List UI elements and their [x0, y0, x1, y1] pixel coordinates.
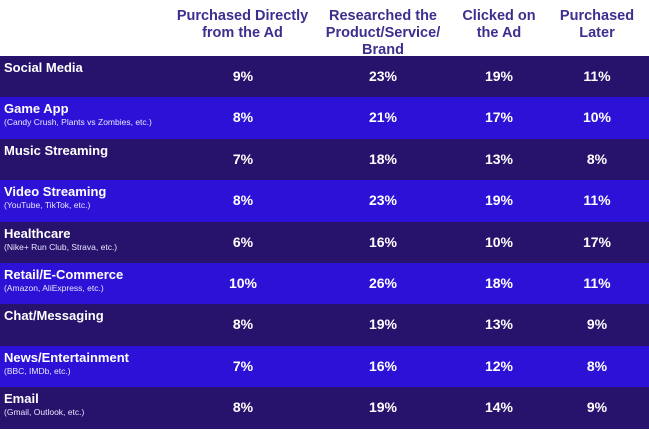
- cell-value: 16%: [368, 233, 398, 250]
- row-label-sub: (BBC, IMDb, etc.): [4, 365, 71, 376]
- table-row: News/Entertainment (BBC, IMDb, etc.) 7% 16%…: [0, 345, 649, 388]
- row-label-sub: (Amazon, AliExpress, etc.): [4, 283, 104, 293]
- row-label-main: Email: [4, 391, 39, 407]
- cell-value: 8%: [232, 399, 254, 416]
- column-header: Researched the Product/Service/ Brand: [325, 8, 441, 58]
- table-row: Game App (Candy Crush, Plants vs Zombies,…: [0, 97, 649, 139]
- cell-value: 19%: [368, 316, 398, 333]
- row-label-sub: (YouTube, TikTok, etc.): [4, 200, 91, 211]
- cell-value: 8%: [232, 192, 254, 209]
- table-row: Chat/Messaging 8% 19% 13% 9%: [0, 304, 649, 346]
- row-label-main: Chat/Messaging: [4, 308, 104, 324]
- row-label: Email (Gmail, Outlook, etc.): [4, 391, 84, 418]
- cell-value: 19%: [368, 399, 398, 416]
- table-row: Video Streaming (YouTube, TikTok, etc.) 8%…: [0, 180, 649, 222]
- cell-value: 8%: [232, 109, 254, 126]
- column-header: Purchased Later: [559, 8, 635, 41]
- cell-value: 11%: [583, 275, 611, 291]
- row-label: Healthcare (Nike+ Run Club, Strava, etc.): [4, 226, 117, 253]
- row-label-main: Music Streaming: [4, 142, 109, 158]
- cell-value: 13%: [484, 316, 514, 333]
- cell-value: 7%: [232, 357, 254, 374]
- cell-value: 23%: [368, 192, 398, 209]
- cell-value: 8%: [232, 316, 254, 333]
- cell-value: 7%: [232, 150, 254, 167]
- cell-value: 14%: [484, 399, 514, 416]
- column-header: Purchased Directly from the Ad: [176, 8, 309, 41]
- cell-value: 17%: [484, 109, 514, 126]
- cell-value: 18%: [368, 150, 398, 167]
- row-label-sub: (Nike+ Run Club, Strava, etc.): [4, 241, 118, 252]
- row-label: Video Streaming (YouTube, TikTok, etc.): [4, 184, 106, 211]
- row-label-main: Retail/E-Commerce: [4, 267, 124, 282]
- table-row: Healthcare (Nike+ Run Club, Strava, etc.)…: [0, 221, 649, 263]
- cell-value: 13%: [484, 150, 514, 167]
- table-row: Social Media 9% 23% 19% 11%: [0, 56, 649, 98]
- row-label-sub: (Gmail, Outlook, etc.): [4, 407, 85, 418]
- table-row: Retail/E-Commerce (Amazon, AliExpress, et…: [0, 263, 649, 305]
- cell-value: 10%: [582, 109, 612, 126]
- row-label-main: Game App: [4, 101, 69, 117]
- row-label: Social Media: [4, 60, 83, 76]
- cell-value: 16%: [368, 357, 398, 374]
- cell-value: 12%: [484, 357, 514, 374]
- cell-value: 21%: [368, 109, 398, 126]
- cell-value: 8%: [586, 150, 608, 167]
- row-label: Chat/Messaging: [4, 308, 104, 324]
- row-label-main: Healthcare: [4, 225, 71, 241]
- cell-value: 10%: [228, 275, 258, 291]
- cell-value: 17%: [582, 233, 612, 250]
- row-label: News/Entertainment (BBC, IMDb, etc.): [4, 350, 129, 377]
- cell-value: 23%: [368, 68, 398, 84]
- row-label: Music Streaming: [4, 143, 108, 159]
- row-label-main: News/Entertainment: [4, 349, 129, 365]
- row-label: Game App (Candy Crush, Plants vs Zombies,…: [4, 101, 152, 128]
- cell-value: 9%: [586, 316, 608, 333]
- table-row: Email (Gmail, Outlook, etc.) 8% 19% 14% 9%: [0, 387, 649, 429]
- cell-value: 19%: [484, 68, 514, 84]
- cell-value: 8%: [586, 357, 608, 374]
- cell-value: 9%: [586, 399, 608, 416]
- cell-value: 6%: [232, 233, 254, 250]
- row-label-sub: (Candy Crush, Plants vs Zombies, etc.): [4, 117, 152, 128]
- cell-value: 26%: [368, 275, 398, 291]
- row-label: Retail/E-Commerce (Amazon, AliExpress, et…: [4, 267, 123, 294]
- column-header: Clicked on the Ad: [462, 8, 536, 41]
- cell-value: 11%: [583, 192, 611, 209]
- table-header: Purchased Directly from the Ad Researche…: [0, 0, 649, 58]
- row-label-main: Video Streaming: [4, 184, 107, 200]
- cell-value: 11%: [583, 68, 611, 84]
- cell-value: 18%: [484, 275, 514, 291]
- cell-value: 19%: [484, 192, 514, 209]
- cell-value: 10%: [484, 233, 514, 250]
- table-row: Music Streaming 7% 18% 13% 8%: [0, 138, 649, 181]
- cell-value: 9%: [232, 68, 254, 84]
- row-label-main: Social Media: [4, 60, 83, 75]
